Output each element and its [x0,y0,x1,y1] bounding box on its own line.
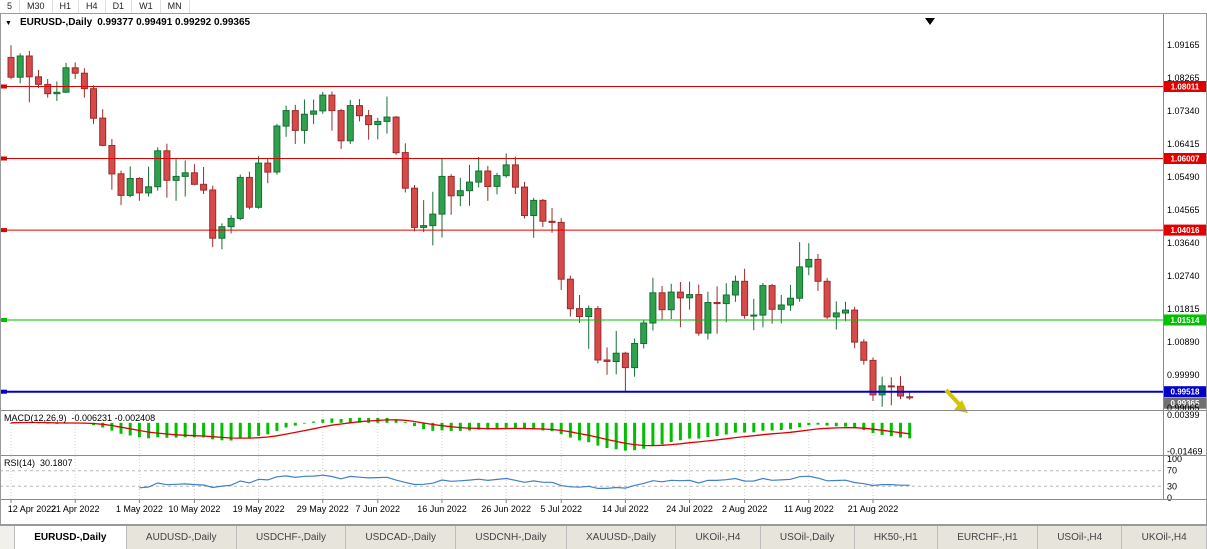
yellow-arrow-shaft[interactable] [944,388,962,407]
symbol-tab-eurchf-h1[interactable]: EURCHF-,H1 [938,526,1038,549]
svg-text:10 May 2022: 10 May 2022 [168,504,220,514]
symbol-tab-eurusd-daily[interactable]: EURUSD-,Daily [15,526,127,549]
svg-text:1.03640: 1.03640 [1167,238,1200,248]
black-triangle-marker[interactable] [925,18,935,25]
symbol-tab-xauusd-daily[interactable]: XAUUSD-,Daily [567,526,677,549]
timeframe-button-h1[interactable]: H1 [53,0,80,13]
svg-text:0.99518: 0.99518 [1171,388,1200,397]
timeframe-button-5[interactable]: 5 [0,0,21,13]
svg-text:29 May 2022: 29 May 2022 [297,504,349,514]
svg-text:1.09165: 1.09165 [1167,40,1200,50]
rsi-name: RSI(14) [4,458,36,468]
svg-text:19 May 2022: 19 May 2022 [233,504,285,514]
chart-ohlc-quote: 0.99377 0.99491 0.99292 0.99365 [97,17,251,28]
svg-text:14 Jul 2022: 14 Jul 2022 [602,504,649,514]
svg-text:1.05490: 1.05490 [1167,172,1200,182]
candles-layer[interactable] [7,45,914,407]
svg-text:1.06007: 1.06007 [1171,155,1200,164]
svg-text:1.04016: 1.04016 [1171,226,1200,235]
svg-text:-0.01469: -0.01469 [1167,446,1203,456]
symbol-tab-ukoil-h4[interactable]: UKOil-,H4 [1122,526,1207,549]
svg-text:100: 100 [1167,454,1182,464]
chart-symbol-period: EURUSD-,Daily [19,17,93,28]
timeframe-toolbar: 5 M30 H1 H4 D1 W1 MN [0,0,1207,13]
svg-text:16 Jun 2022: 16 Jun 2022 [417,504,467,514]
svg-text:0.99990: 0.99990 [1167,370,1200,380]
rsi-value: 30.1807 [40,458,73,468]
svg-text:1.00890: 1.00890 [1167,337,1200,347]
timeframe-button-h4[interactable]: H4 [79,0,106,13]
symbol-tab-usoil-daily[interactable]: USOil-,Daily [761,526,855,549]
svg-text:7 Jun 2022: 7 Jun 2022 [356,504,401,514]
svg-text:26 Jun 2022: 26 Jun 2022 [481,504,531,514]
svg-text:30: 30 [1167,481,1177,491]
indicator-plots [0,417,1163,489]
svg-text:1.01815: 1.01815 [1167,304,1200,314]
symbol-tab-usdcad-daily[interactable]: USDCAD-,Daily [346,526,457,549]
rsi-indicator-label: RSI(14) 30.1807 [4,458,73,468]
symbol-tab-audusd-daily[interactable]: AUDUSD-,Daily [127,526,237,549]
svg-text:1.08011: 1.08011 [1171,83,1200,92]
svg-text:12 Apr 2022: 12 Apr 2022 [8,504,57,514]
svg-text:1.06415: 1.06415 [1167,139,1200,149]
svg-text:1.07340: 1.07340 [1167,106,1200,116]
svg-text:0: 0 [1167,493,1172,503]
svg-text:1.08265: 1.08265 [1167,73,1200,83]
tab-bar-stub [0,526,15,549]
hline-objects[interactable] [0,84,1163,394]
svg-text:1 May 2022: 1 May 2022 [116,504,163,514]
timeframe-button-mn[interactable]: MN [161,0,190,13]
axes-and-badges: 1.08011 1.06007 1.04016 1.01514 0.99518 0.993… [0,13,1207,525]
svg-text:0.00399: 0.00399 [1167,410,1200,420]
macd-name: MACD(12,26,9) [4,413,67,423]
svg-text:2 Aug 2022: 2 Aug 2022 [722,504,768,514]
symbol-tab-usdcnh-daily[interactable]: USDCNH-,Daily [456,526,567,549]
symbol-tab-usoil-h4[interactable]: USOil-,H4 [1038,526,1123,549]
timeframe-button-d1[interactable]: D1 [106,0,133,13]
svg-text:21 Apr 2022: 21 Apr 2022 [51,504,100,514]
macd-values: -0.006231 -0.002408 [71,413,156,423]
chart-tab-bar: EURUSD-,Daily AUDUSD-,Daily USDCHF-,Daily U… [0,525,1207,549]
chart-area[interactable]: 1.08011 1.06007 1.04016 1.01514 0.99518 0.993… [0,13,1207,525]
timeframe-button-w1[interactable]: W1 [132,0,161,13]
yellow-arrow-head-icon[interactable] [954,400,968,413]
price-chart-svg[interactable]: 1.08011 1.06007 1.04016 1.01514 0.99518 0.993… [0,13,1207,525]
svg-text:1.02740: 1.02740 [1167,271,1200,281]
svg-text:0.99365: 0.99365 [1171,399,1200,408]
chart-title: ▼ EURUSD-,Daily 0.99377 0.99491 0.99292 0.… [5,17,250,28]
collapse-triangle-icon[interactable]: ▼ [5,20,12,27]
timeframe-button-m30[interactable]: M30 [20,0,53,13]
svg-text:11 Aug 2022: 11 Aug 2022 [784,504,834,514]
svg-text:1.01514: 1.01514 [1171,316,1200,325]
svg-text:21 Aug 2022: 21 Aug 2022 [848,504,899,514]
svg-text:5 Jul 2022: 5 Jul 2022 [540,504,582,514]
symbol-tab-ukoil-h4[interactable]: UKOil-,H4 [676,526,761,549]
symbol-tab-usdchf-daily[interactable]: USDCHF-,Daily [237,526,347,549]
svg-text:70: 70 [1167,466,1177,476]
svg-text:24 Jul 2022: 24 Jul 2022 [666,504,713,514]
macd-indicator-label: MACD(12,26,9) -0.006231 -0.002408 [4,413,155,423]
annotation-objects[interactable] [925,18,968,413]
svg-text:1.04565: 1.04565 [1167,205,1200,215]
symbol-tab-hk50-h1[interactable]: HK50-,H1 [855,526,938,549]
svg-text:0.99065: 0.99065 [1167,403,1200,413]
